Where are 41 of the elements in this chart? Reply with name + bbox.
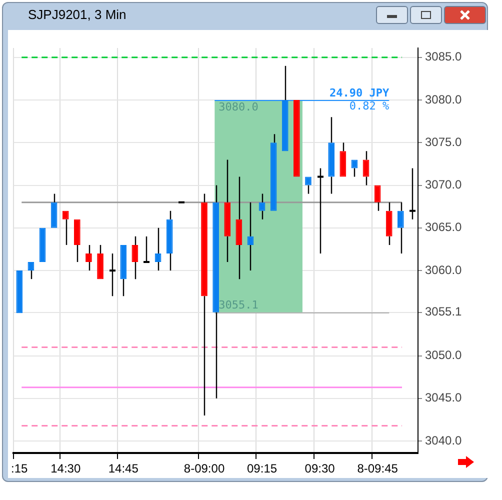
y-tick-label: 3055.1	[425, 304, 462, 319]
candlestick	[282, 65, 288, 152]
y-tick-label: 3045.0	[425, 390, 462, 405]
y-tick-label: 3060.0	[425, 262, 462, 277]
candlestick	[212, 184, 219, 400]
candlestick	[328, 116, 335, 194]
candlestick	[108, 252, 116, 297]
y-tick-label: 3080.0	[425, 92, 462, 106]
annotation: 3055.1	[218, 298, 258, 312]
x-tick-label: 14:45	[108, 462, 139, 476]
candlestick	[247, 202, 254, 272]
candlestick	[224, 159, 231, 263]
y-tick-label: 3065.0	[425, 220, 462, 234]
x-tick-label: 09:15	[247, 462, 278, 476]
candlestick	[120, 244, 127, 297]
x-tick-label: 09:30	[304, 462, 336, 476]
candlestick	[132, 236, 138, 280]
y-tick-label: 3040.0	[425, 433, 462, 448]
candlestick	[316, 168, 324, 254]
candlestick	[166, 210, 173, 272]
annotation: 24.90 JPY	[330, 86, 390, 100]
candlestick	[397, 202, 404, 254]
y-tick-label: 3075.0	[425, 134, 462, 149]
annotation: 0.82 %	[349, 99, 390, 112]
x-tick-label: 8-09:45	[357, 462, 398, 476]
candlestick	[408, 168, 416, 220]
candlestick	[258, 193, 266, 220]
x-tick-label: 14:30	[50, 462, 81, 476]
chart-title: SJPJ9201, 3 Min	[28, 7, 126, 22]
candlestick	[386, 202, 392, 246]
x-tick-label: :15	[11, 462, 28, 476]
y-tick-label: 3070.0	[425, 178, 462, 192]
x-tick-label: 8-09:00	[184, 462, 225, 476]
candlestick	[236, 176, 242, 280]
candlestick	[201, 193, 208, 416]
candlestick	[142, 236, 150, 264]
y-tick-label: 3085.0	[425, 50, 462, 64]
candlestick	[74, 219, 80, 263]
candlestick	[362, 150, 370, 186]
annotation: 3080.0	[218, 100, 258, 114]
y-tick-label: 3050.0	[425, 348, 462, 362]
